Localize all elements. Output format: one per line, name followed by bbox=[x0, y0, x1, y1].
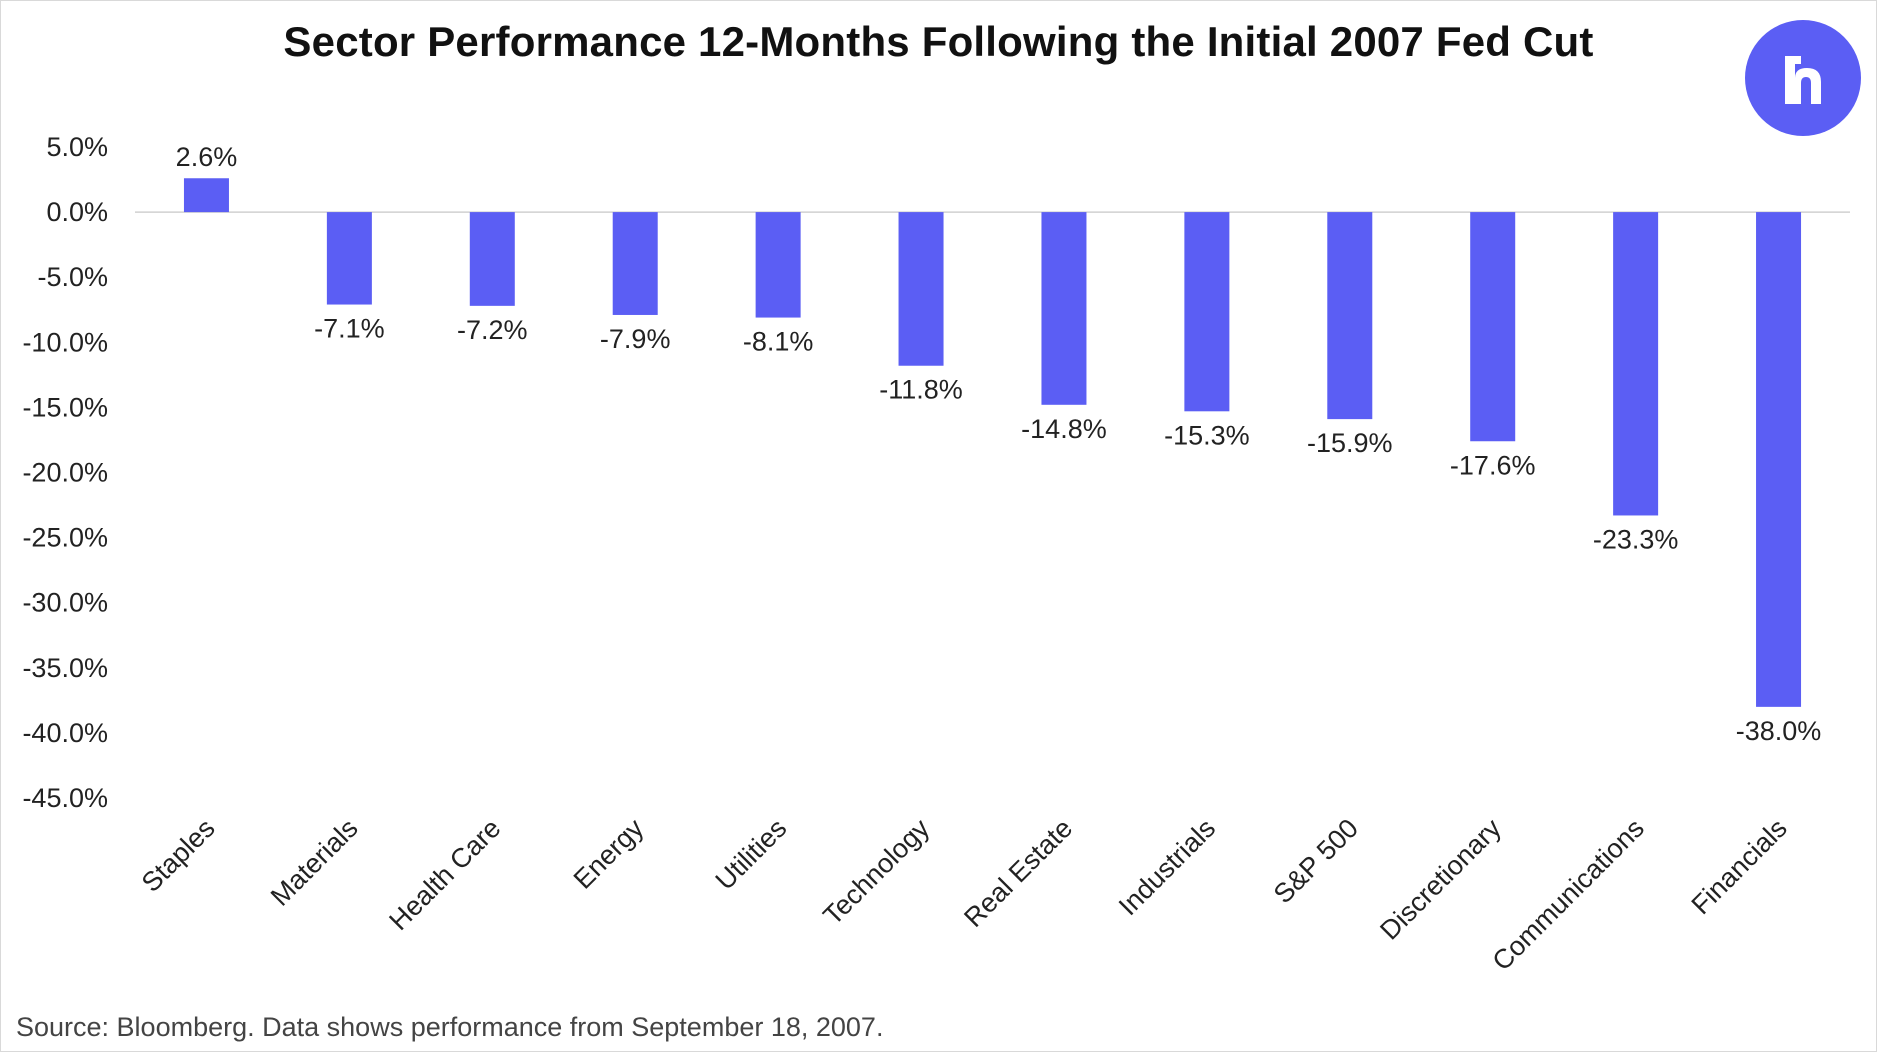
category-label: Discretionary bbox=[1374, 813, 1507, 946]
y-tick-label: -15.0% bbox=[22, 392, 108, 422]
bar bbox=[1184, 212, 1230, 412]
data-label: 2.6% bbox=[176, 142, 238, 172]
bar bbox=[183, 178, 229, 213]
data-label: -14.8% bbox=[1021, 414, 1107, 444]
data-label: -7.9% bbox=[600, 324, 671, 354]
category-label: Industrials bbox=[1113, 813, 1221, 921]
y-tick-label: 0.0% bbox=[46, 197, 108, 227]
y-tick-label: -45.0% bbox=[22, 783, 108, 813]
bar bbox=[1756, 212, 1802, 707]
category-label: Communications bbox=[1486, 813, 1649, 976]
r-logo-icon bbox=[1785, 56, 1821, 104]
bars bbox=[183, 178, 1802, 707]
brand-logo bbox=[1745, 20, 1861, 136]
source-note: Source: Bloomberg. Data shows performanc… bbox=[16, 1012, 884, 1042]
category-label: Staples bbox=[136, 813, 221, 898]
bar bbox=[469, 212, 515, 306]
y-tick-label: 5.0% bbox=[46, 132, 108, 162]
category-label: Technology bbox=[817, 813, 935, 931]
y-tick-label: -35.0% bbox=[22, 653, 108, 683]
bar bbox=[326, 212, 372, 305]
data-label: -7.1% bbox=[314, 314, 385, 344]
data-labels: 2.6% -7.1% -7.2% -7.9% -8.1% -11.8% -14.8% -15.… bbox=[176, 142, 1822, 746]
y-tick-label: -5.0% bbox=[37, 262, 108, 292]
y-tick-label: -40.0% bbox=[22, 718, 108, 748]
category-label: Financials bbox=[1686, 813, 1793, 920]
data-label: -23.3% bbox=[1593, 524, 1679, 554]
category-label: Real Estate bbox=[958, 813, 1078, 933]
bar bbox=[898, 212, 944, 366]
chart-title: Sector Performance 12-Months Following t… bbox=[283, 18, 1594, 65]
y-tick-label: -20.0% bbox=[22, 458, 108, 488]
data-label: -17.6% bbox=[1450, 450, 1536, 480]
bar bbox=[1470, 212, 1516, 442]
bar bbox=[1041, 212, 1087, 405]
data-label: -7.2% bbox=[457, 315, 528, 345]
bar bbox=[612, 212, 658, 315]
category-label: S&P 500 bbox=[1268, 813, 1364, 909]
bar bbox=[755, 212, 801, 318]
data-label: -11.8% bbox=[879, 375, 963, 405]
y-tick-label: -10.0% bbox=[22, 327, 108, 357]
y-axis-ticks: 5.0% 0.0% -5.0% -10.0% -15.0% -20.0% -25.0% -30… bbox=[22, 132, 108, 813]
category-label: Health Care bbox=[383, 813, 506, 936]
bar bbox=[1327, 212, 1373, 420]
data-label: -15.3% bbox=[1164, 420, 1250, 450]
category-label: Utilities bbox=[710, 813, 793, 896]
bar bbox=[1613, 212, 1659, 516]
category-label: Materials bbox=[265, 813, 364, 912]
y-tick-label: -30.0% bbox=[22, 588, 108, 618]
data-label: -8.1% bbox=[743, 327, 814, 357]
y-tick-label: -25.0% bbox=[22, 523, 108, 553]
data-label: -15.9% bbox=[1307, 428, 1393, 458]
category-labels: Staples Materials Health Care Energy Utiliti… bbox=[136, 813, 1793, 977]
category-label: Energy bbox=[568, 813, 650, 895]
data-label: -38.0% bbox=[1736, 716, 1822, 746]
